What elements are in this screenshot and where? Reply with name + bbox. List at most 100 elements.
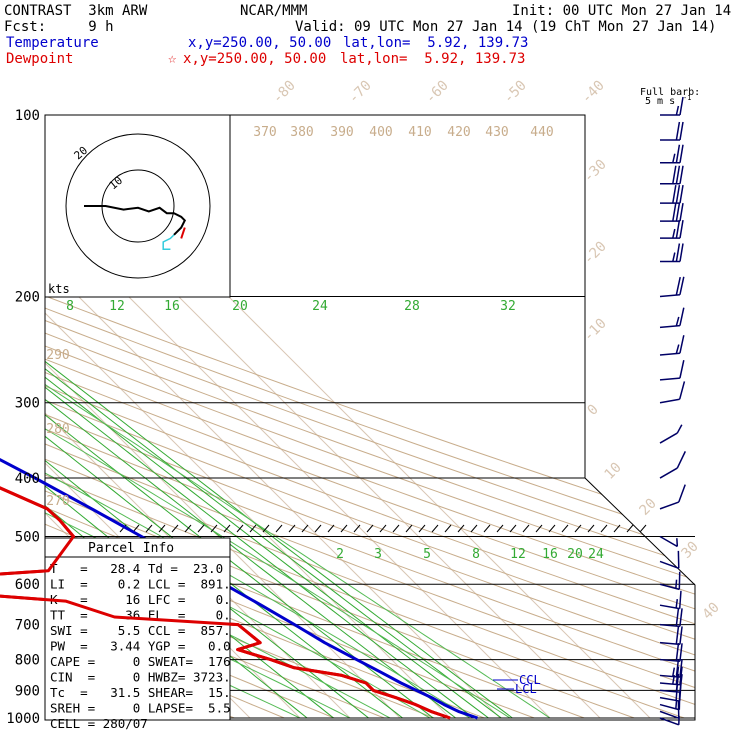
wind-barb-flag <box>675 607 680 627</box>
wind-barb-half-flag <box>675 316 680 327</box>
barb-legend-exponent: -1 <box>683 94 691 102</box>
dry-adiabat-line <box>45 115 695 719</box>
hatch-mark <box>483 524 491 533</box>
wind-barb <box>660 203 684 222</box>
wind-barb <box>659 642 683 663</box>
pressure-tick-label: 600 <box>15 577 40 593</box>
hatch-mark <box>418 524 426 533</box>
isotherm-label: -80 <box>270 78 299 107</box>
mixing-ratio-label: 8 <box>472 547 480 562</box>
hatch-mark <box>288 524 296 533</box>
wind-barb-flag <box>679 335 685 354</box>
theta-label: 270 <box>46 494 69 509</box>
mixing-ratio-line <box>45 268 457 719</box>
wind-barb-staff <box>659 696 680 702</box>
hatch-mark <box>600 524 608 533</box>
wind-barb <box>659 658 683 678</box>
wind-barb <box>659 424 683 444</box>
isotherm-label: 0 <box>585 402 602 419</box>
dewpoint-latlon: lat,lon= 5.92, 139.73 <box>340 51 526 67</box>
wind-barb-flag <box>675 626 680 645</box>
pressure-tick-label: 300 <box>15 396 40 412</box>
hatch-mark <box>457 524 465 533</box>
mixing-ratio-label: 3 <box>374 547 382 562</box>
theta-label: 400 <box>369 125 392 140</box>
wind-barb-flag <box>678 590 682 609</box>
legend-dewpoint: Dewpoint <box>6 51 74 67</box>
pressure-tick-label: 900 <box>15 683 40 699</box>
theta-label: 370 <box>253 125 276 140</box>
theta-label: 410 <box>408 125 431 140</box>
hatch-mark <box>392 524 400 533</box>
ccl-label: CCL <box>519 673 541 687</box>
parcel-info-row: CAPE = 0 SWEAT= 176 <box>50 654 231 669</box>
mixing-ratio-label: 24 <box>588 547 604 562</box>
parcel-info-row: Tc = 31.5 SHEAR= 15. <box>50 685 231 700</box>
wind-barb <box>659 626 683 646</box>
hatch-mark <box>613 524 621 533</box>
barb-legend-title: Full barb: <box>640 87 700 98</box>
hatch-mark <box>210 524 218 533</box>
wind-barb-flag <box>675 276 681 296</box>
wind-barb-flag <box>679 144 684 163</box>
wind-barb <box>659 535 679 548</box>
valid-time: Valid: 09 UTC Mon 27 Jan 14 (19 ChT Mon … <box>295 19 717 35</box>
wind-barb-flag <box>678 381 686 400</box>
wind-barb-flag <box>679 608 683 627</box>
dry-adiabat-line <box>45 115 695 719</box>
wind-barb-flag <box>675 121 681 141</box>
hatch-mark <box>548 524 556 533</box>
wind-barb-flag <box>672 203 677 222</box>
hatch-mark <box>561 524 569 533</box>
wind-barb <box>660 219 684 239</box>
parcel-info-row: LI = 0.2 LCL = 891. <box>50 577 231 592</box>
isotherm-label: 10 <box>602 460 625 483</box>
temperature-xy: x,y=250.00, 50.00 <box>188 35 332 51</box>
wind-barb <box>660 165 684 185</box>
isotherm-line <box>45 115 501 719</box>
wind-barb <box>659 381 686 404</box>
wind-barb-flag <box>679 626 683 645</box>
wind-barb-flag <box>679 203 684 222</box>
wind-barb-flag <box>679 666 683 685</box>
dewpoint-xy: x,y=250.00, 50.00 <box>183 51 327 67</box>
hatch-mark <box>470 524 478 533</box>
dry-adiabat-line <box>45 115 695 719</box>
dewpoint-profile-overlay <box>0 486 451 720</box>
dry-adiabat-line <box>45 115 685 719</box>
wind-barb <box>659 276 685 298</box>
hatch-mark <box>587 524 595 533</box>
pressure-tick-label: 500 <box>15 529 40 545</box>
hatch-mark <box>145 524 153 533</box>
temperature-latlon: lat,lon= 5.92, 139.73 <box>343 35 529 51</box>
hatch-mark <box>366 524 374 533</box>
legend-temperature: Temperature <box>6 35 99 51</box>
hatch-mark <box>223 524 231 533</box>
wind-barb-flag <box>675 642 680 662</box>
hatch-mark <box>249 524 257 533</box>
wind-barb-half-flag <box>672 153 676 163</box>
isotherm-line <box>45 115 451 719</box>
organization: NCAR/MMM <box>240 3 308 19</box>
hatch-mark <box>496 524 504 533</box>
hodograph-trace <box>84 205 187 236</box>
isotherm-label: 40 <box>700 600 723 623</box>
dry-adiabat-line <box>45 115 695 719</box>
wind-barb <box>659 607 683 628</box>
hatch-mark <box>340 524 348 533</box>
wind-barb-flag <box>679 219 684 239</box>
isotherm-label: 20 <box>637 496 660 519</box>
wind-barb-flag <box>675 658 680 677</box>
hatch-mark <box>327 524 335 533</box>
wind-barb-staff <box>659 535 678 548</box>
pressure-tick-label: 700 <box>15 618 40 634</box>
hatch-mark <box>522 524 530 533</box>
wind-barb <box>660 96 684 116</box>
product-title: CONTRAST 3km ARW <box>4 3 148 19</box>
mixing-ratio-label: 16 <box>164 299 180 314</box>
mixing-ratio-label: 20 <box>232 299 248 314</box>
hatch-mark <box>431 524 439 533</box>
hatch-mark <box>197 524 205 533</box>
hatch-mark <box>626 524 634 533</box>
theta-label: 390 <box>330 125 353 140</box>
